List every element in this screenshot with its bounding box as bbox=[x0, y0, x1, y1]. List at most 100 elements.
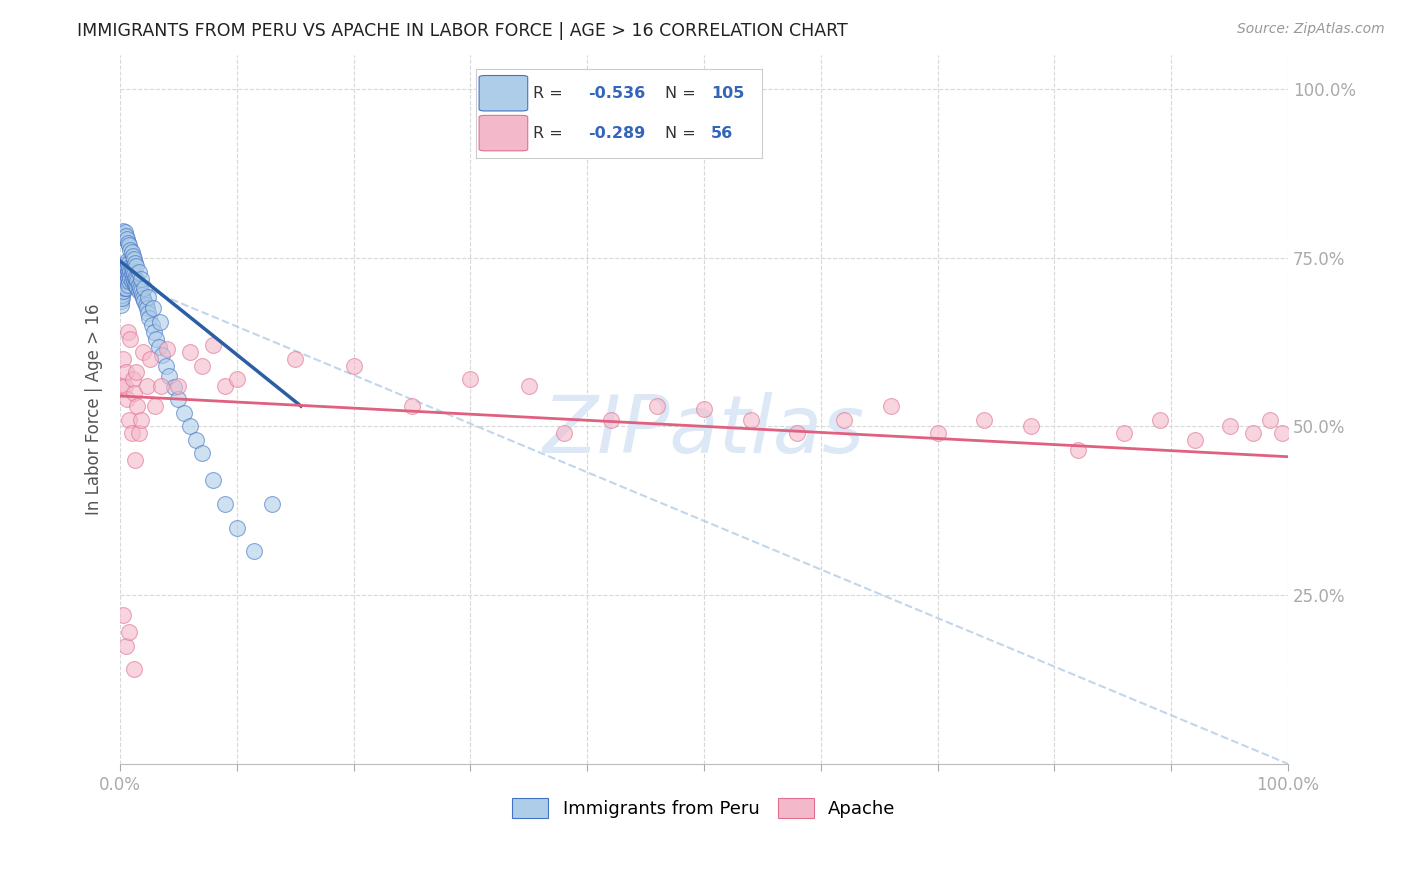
Point bbox=[1271, 426, 1294, 441]
Point bbox=[179, 419, 201, 434]
Point bbox=[156, 342, 179, 356]
Point bbox=[129, 285, 152, 299]
Point bbox=[115, 268, 138, 282]
Point bbox=[118, 274, 141, 288]
Point bbox=[150, 349, 173, 363]
Point bbox=[517, 379, 540, 393]
Point bbox=[112, 285, 135, 299]
Point bbox=[135, 301, 157, 316]
Text: IMMIGRANTS FROM PERU VS APACHE IN LABOR FORCE | AGE > 16 CORRELATION CHART: IMMIGRANTS FROM PERU VS APACHE IN LABOR … bbox=[77, 22, 848, 40]
Point bbox=[118, 625, 141, 640]
Point bbox=[117, 257, 139, 271]
Point bbox=[1219, 419, 1241, 434]
Point bbox=[127, 399, 149, 413]
Point bbox=[127, 281, 149, 295]
Point bbox=[121, 271, 143, 285]
Y-axis label: In Labor Force | Age > 16: In Labor Force | Age > 16 bbox=[86, 304, 103, 516]
Point bbox=[214, 379, 236, 393]
Point bbox=[693, 402, 716, 417]
Point bbox=[190, 359, 212, 373]
Point bbox=[143, 399, 166, 413]
Point bbox=[149, 379, 172, 393]
Point bbox=[111, 291, 134, 305]
Point bbox=[157, 368, 180, 383]
Point bbox=[117, 277, 139, 292]
Point bbox=[135, 379, 157, 393]
Point bbox=[115, 232, 138, 246]
Point bbox=[121, 264, 143, 278]
Point bbox=[225, 372, 247, 386]
Point bbox=[112, 264, 135, 278]
Point bbox=[114, 379, 136, 393]
Point bbox=[122, 662, 145, 676]
Point bbox=[832, 412, 855, 426]
Point bbox=[118, 268, 141, 282]
Point bbox=[740, 412, 762, 426]
Point bbox=[163, 380, 186, 394]
Point bbox=[131, 287, 153, 301]
Point bbox=[118, 412, 141, 426]
Point bbox=[1260, 412, 1282, 426]
Point bbox=[125, 259, 148, 273]
Point bbox=[124, 256, 146, 270]
Point bbox=[121, 245, 143, 260]
Point bbox=[149, 315, 172, 329]
Point bbox=[1184, 433, 1206, 447]
Point bbox=[114, 229, 136, 244]
Point bbox=[136, 306, 159, 320]
Point bbox=[121, 426, 143, 441]
Point bbox=[120, 271, 142, 285]
Point bbox=[1114, 426, 1136, 441]
Point bbox=[786, 426, 808, 441]
Point bbox=[142, 325, 165, 339]
Point bbox=[179, 345, 201, 359]
Point bbox=[114, 365, 136, 379]
Point bbox=[114, 257, 136, 271]
Point bbox=[111, 277, 134, 292]
Point bbox=[111, 281, 134, 295]
Point bbox=[124, 453, 146, 467]
Point bbox=[120, 264, 142, 278]
Point bbox=[115, 254, 138, 268]
Point bbox=[1241, 426, 1264, 441]
Point bbox=[214, 497, 236, 511]
Point bbox=[122, 252, 145, 266]
Legend: Immigrants from Peru, Apache: Immigrants from Peru, Apache bbox=[505, 790, 903, 826]
Point bbox=[110, 230, 132, 244]
Point bbox=[645, 399, 668, 413]
Point bbox=[125, 279, 148, 293]
Point bbox=[111, 271, 134, 285]
Point bbox=[142, 301, 165, 316]
Point bbox=[139, 351, 162, 366]
Point bbox=[110, 287, 132, 301]
Point bbox=[134, 281, 156, 295]
Point bbox=[260, 497, 283, 511]
Point bbox=[114, 274, 136, 288]
Point bbox=[110, 285, 132, 299]
Point bbox=[127, 274, 149, 288]
Point bbox=[132, 345, 155, 359]
Point bbox=[135, 298, 157, 312]
Point bbox=[115, 392, 138, 407]
Point bbox=[128, 285, 150, 299]
Point bbox=[112, 274, 135, 288]
Point bbox=[117, 235, 139, 250]
Point bbox=[122, 268, 145, 282]
Point bbox=[114, 271, 136, 285]
Point bbox=[128, 265, 150, 279]
Point bbox=[117, 264, 139, 278]
Point bbox=[124, 277, 146, 292]
Point bbox=[155, 359, 177, 373]
Point bbox=[122, 274, 145, 288]
Point bbox=[114, 271, 136, 285]
Point bbox=[129, 412, 152, 426]
Point bbox=[599, 412, 621, 426]
Point bbox=[114, 257, 136, 271]
Point bbox=[118, 260, 141, 275]
Point bbox=[114, 268, 136, 282]
Point bbox=[112, 277, 135, 292]
Point bbox=[460, 372, 482, 386]
Point bbox=[111, 285, 134, 299]
Point bbox=[202, 474, 225, 488]
Point bbox=[167, 379, 190, 393]
